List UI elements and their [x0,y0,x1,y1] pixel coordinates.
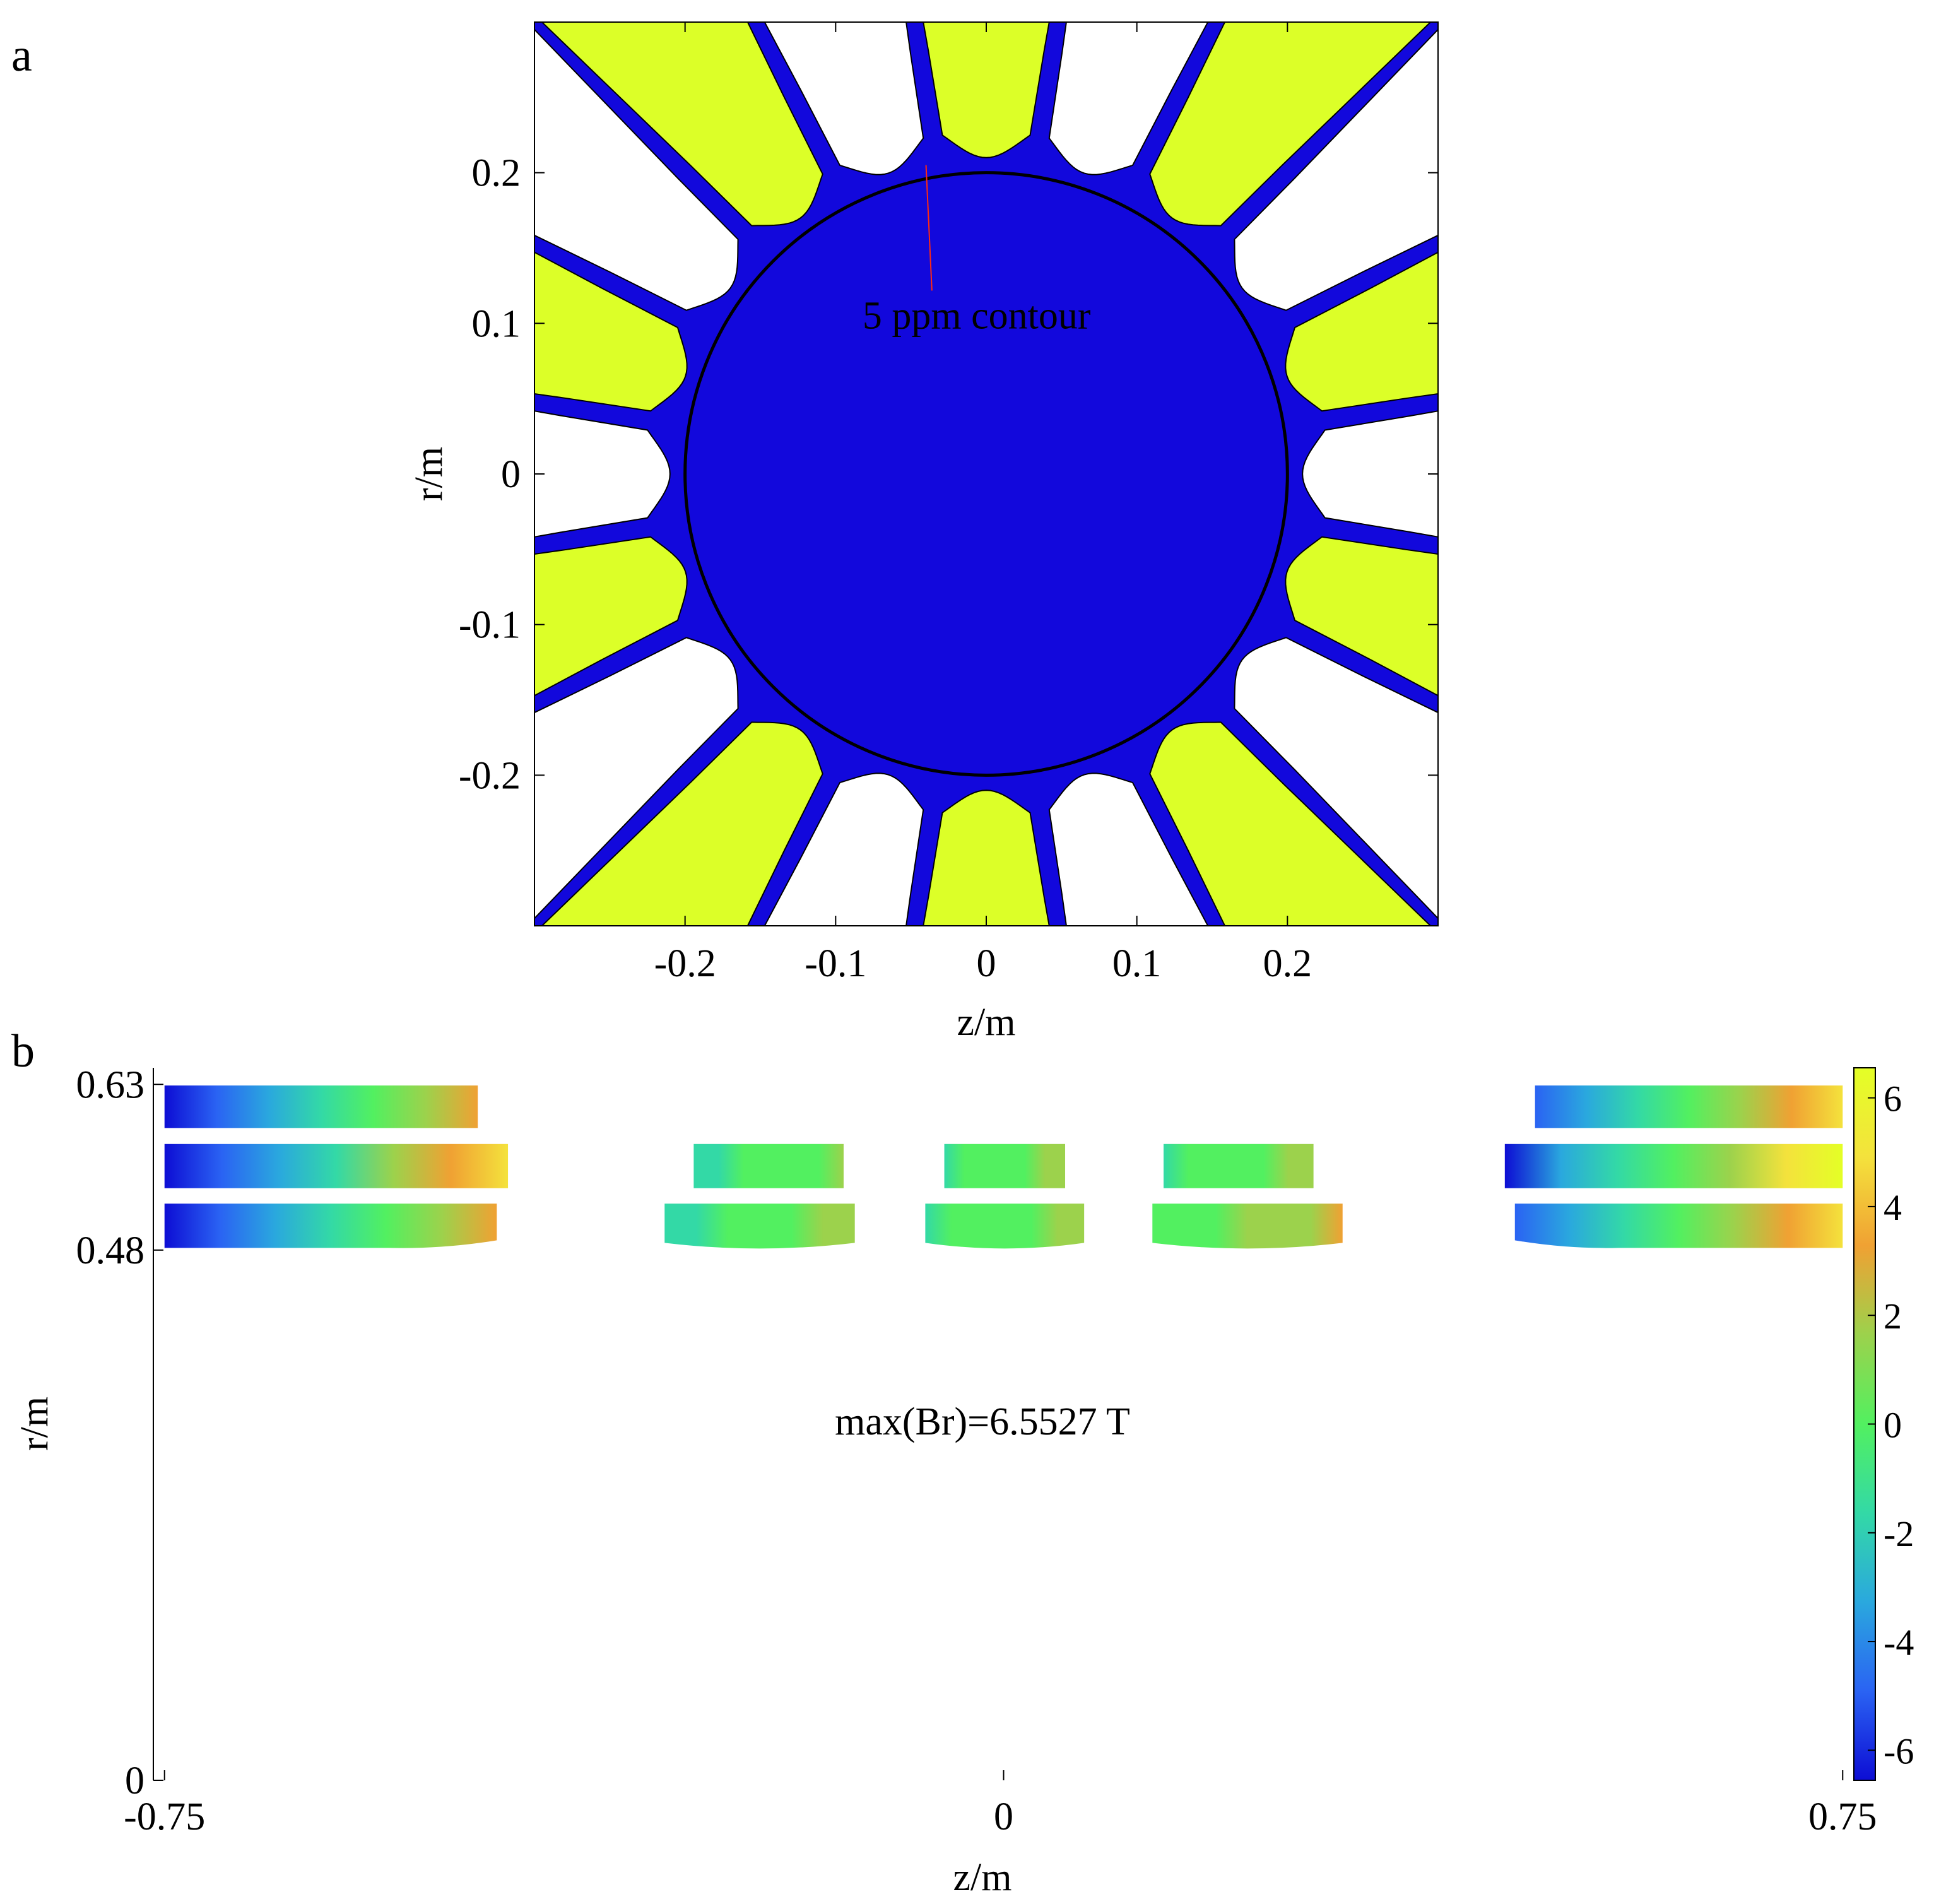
positive-field-lobe [1285,536,1438,697]
panel-b-y-axis-label: r/m [13,1397,56,1451]
negative-field-lobe [1234,637,1438,919]
colorbar-tick-label: -2 [1884,1513,1914,1554]
positive-field-lobe [923,789,1050,926]
x-tick-label: -0.75 [124,1795,205,1838]
colorbar-tick-label: 0 [1884,1405,1902,1446]
coil-block [164,1144,509,1188]
y-tick-label: 0 [125,1759,144,1802]
colorbar-tick-label: 6 [1884,1079,1902,1120]
coil-block [925,1203,1085,1249]
y-tick-label: 0.2 [472,152,521,195]
colorbar-tick-label: -6 [1884,1730,1914,1771]
panel-a-plot-area [534,22,1438,926]
boundary-circle [683,171,1289,777]
negative-field-lobe [534,410,671,538]
panel-a-contour-plot: -0.2 -0.1 0 0.1 0.2 -0.2 -0.1 0 0.1 0.2 z/m r/m 5… [408,21,1439,1044]
positive-field-lobe [1149,721,1432,926]
x-tick-label: 0 [994,1795,1013,1838]
panel-a-ticks: -0.2 -0.1 0 0.1 0.2 -0.2 -0.1 0 0.1 0.2 [459,22,1438,985]
max-br-annotation: max(Br)=6.5527 T [835,1400,1130,1443]
coil-block [1504,1144,1843,1188]
panel-a-x-axis-label: z/m [957,1001,1016,1044]
positive-field-lobe [923,22,1050,158]
y-tick-label: 0.63 [76,1063,145,1106]
positive-field-lobe [534,536,688,697]
coil-block [164,1085,478,1128]
colorbar: -6 -4 -2 0 2 4 6 [1853,1067,1914,1781]
colorbar-tick-label: 4 [1884,1187,1902,1228]
positive-field-lobe [541,721,823,926]
negative-field-lobe [534,28,739,311]
coil-block [164,1203,497,1248]
contour-annotation: 5 ppm contour [863,294,1091,337]
y-tick-label: 0.48 [76,1229,145,1272]
positive-field-lobe [534,251,688,412]
negative-field-lobe [764,22,924,175]
colorbar-ticks: -6 -4 -2 0 2 4 6 [1868,1079,1914,1771]
coil-block [1152,1203,1343,1249]
panel-label-a: a [11,30,32,81]
negative-field-lobe [1048,22,1209,175]
positive-field-lobe [541,22,823,227]
positive-field-lobe [1285,251,1438,412]
x-tick-label: 0 [977,942,996,985]
colorbar-tick-label: 2 [1884,1296,1902,1337]
coil-block [693,1144,844,1188]
coil-block [1164,1144,1314,1188]
y-tick-label: 0.1 [472,302,521,345]
x-tick-label: 0.75 [1808,1795,1877,1838]
negative-field-lobe [764,772,924,926]
negative-field-lobe [1234,28,1438,311]
colorbar-tick-label: -4 [1884,1622,1914,1663]
x-tick-label: -0.2 [654,942,716,985]
annotation-pointer-line [925,165,933,291]
y-tick-label: -0.2 [459,754,521,797]
panel-label-b: b [11,1026,35,1077]
negative-field-lobe [1048,772,1209,926]
x-tick-label: 0.1 [1112,942,1162,985]
coil-block [1514,1203,1843,1248]
x-tick-label: 0.2 [1263,942,1312,985]
y-tick-label: -0.1 [459,604,521,647]
coil-block [664,1203,855,1249]
panel-b-x-axis-label: z/m [953,1856,1012,1899]
x-tick-label: -0.1 [805,942,866,985]
coil-block [944,1144,1066,1188]
negative-field-lobe [534,637,739,919]
coil-block [1535,1085,1843,1128]
y-tick-label: 0 [501,453,521,496]
panel-a-y-axis-label: r/m [408,447,451,501]
negative-field-lobe [1302,410,1438,538]
positive-field-lobe [1149,22,1432,227]
panel-b-coils [164,1085,1843,1249]
